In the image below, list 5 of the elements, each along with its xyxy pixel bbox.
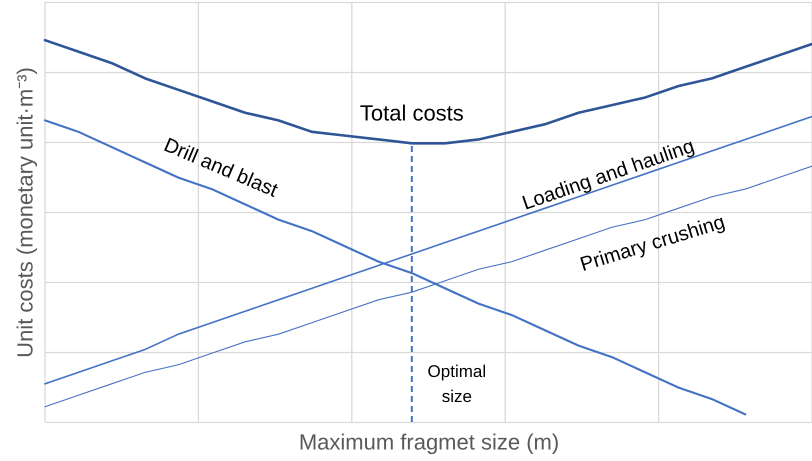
series-label: Total costs	[360, 100, 464, 126]
y-axis-title: Unit costs (monetary unit·m⁻³)	[12, 67, 38, 358]
x-axis-title: Maximum fragmet size (m)	[298, 430, 560, 454]
text: Drill and blast	[160, 134, 282, 202]
annotation: Optimal size	[428, 362, 486, 406]
